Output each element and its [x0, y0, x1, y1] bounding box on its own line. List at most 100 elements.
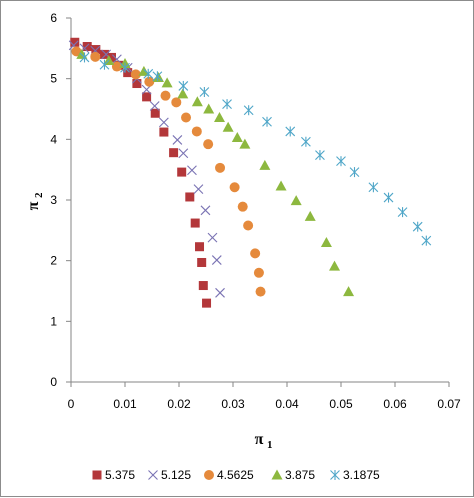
data-point	[243, 105, 254, 116]
data-point	[144, 76, 155, 87]
legend-item: 4.5625	[204, 468, 254, 482]
marker-shape	[203, 139, 214, 150]
data-point	[132, 79, 142, 89]
x-axis-label-sub: 1	[267, 439, 273, 451]
data-point	[202, 298, 212, 308]
data-point	[195, 242, 205, 252]
y-axis-label-sub: 2	[33, 192, 45, 198]
marker-shape	[259, 159, 271, 170]
marker-shape	[142, 92, 152, 102]
x-tick-label: 0	[68, 397, 75, 411]
marker-shape	[202, 298, 212, 308]
data-point	[253, 267, 264, 278]
marker-shape	[253, 267, 264, 278]
data-point	[301, 136, 311, 147]
data-point	[250, 248, 261, 259]
marker-shape	[271, 469, 283, 480]
legend-label: 3.1875	[343, 468, 380, 482]
series-1	[68, 40, 225, 298]
marker-shape	[290, 195, 302, 206]
marker-shape	[243, 220, 254, 231]
data-point	[397, 207, 408, 218]
data-point	[158, 117, 169, 128]
y-tick-label: 0	[50, 375, 57, 389]
data-point	[262, 116, 272, 127]
data-point	[172, 135, 183, 145]
data-point	[255, 286, 266, 297]
data-point	[237, 201, 248, 212]
marker-shape	[68, 40, 79, 51]
marker-shape	[132, 79, 142, 89]
marker-shape	[197, 257, 207, 267]
marker-shape	[211, 255, 222, 265]
y-tick-label: 2	[50, 254, 57, 268]
data-point	[123, 68, 133, 78]
axes: 0 0.01 0.02 0.03 0.04 0.05 0.06 0.07 0 1 2 3 4 5 6	[50, 11, 461, 411]
data-point	[79, 52, 90, 63]
data-point	[177, 88, 189, 99]
marker-shape	[171, 97, 182, 108]
marker-shape	[177, 88, 189, 99]
legend-item: 5.125	[148, 468, 191, 482]
data-point	[160, 90, 171, 101]
marker-shape	[237, 201, 248, 212]
marker-shape	[172, 135, 183, 145]
series-0	[70, 37, 212, 308]
marker-shape	[90, 51, 101, 62]
data-point	[149, 101, 160, 111]
marker-shape	[193, 184, 204, 194]
x-tick-label: 0.03	[221, 397, 245, 411]
data-point	[222, 121, 234, 132]
data-point	[130, 69, 141, 80]
marker-shape	[160, 90, 171, 101]
data-point	[207, 232, 218, 243]
data-point	[290, 195, 302, 206]
data-point	[107, 52, 116, 62]
data-point	[181, 112, 192, 123]
data-point	[178, 148, 189, 159]
legend-item: 3.1875	[330, 468, 380, 482]
y-tick-label: 4	[50, 132, 57, 146]
data-point	[187, 165, 197, 176]
marker-shape	[111, 61, 122, 72]
data-point	[304, 210, 316, 221]
data-point	[199, 87, 210, 98]
x-tick-label: 0.05	[329, 397, 353, 411]
marker-shape	[159, 127, 169, 137]
marker-shape	[70, 37, 80, 47]
legend-item: 5.375	[92, 468, 135, 482]
data-point	[200, 205, 211, 216]
data-point	[152, 71, 163, 82]
marker-shape	[187, 165, 197, 176]
y-axis-title: π 2	[25, 192, 45, 210]
data-point	[191, 96, 203, 107]
data-point	[191, 126, 202, 137]
data-point	[368, 182, 379, 193]
data-point	[275, 180, 287, 191]
marker-shape	[200, 205, 211, 216]
data-point	[214, 111, 225, 122]
marker-shape	[148, 470, 158, 480]
y-tick-label: 5	[50, 72, 57, 86]
data-point	[421, 235, 432, 246]
legend: 5.375 5.125 4.5625 3.875 3.1875	[92, 468, 380, 482]
marker-shape	[343, 286, 355, 297]
data-point	[211, 255, 222, 265]
marker-shape	[275, 180, 287, 191]
marker-shape	[329, 260, 341, 271]
marker-shape	[185, 192, 195, 202]
marker-shape	[190, 218, 200, 228]
marker-shape	[158, 117, 169, 128]
data-point	[143, 68, 154, 79]
marker-shape	[101, 49, 111, 60]
legend-marker	[148, 470, 158, 480]
data-point	[215, 162, 226, 173]
data-point	[336, 156, 346, 167]
y-tick-label: 6	[50, 11, 57, 25]
data-point	[343, 286, 355, 297]
data-point	[99, 59, 110, 70]
legend-marker	[271, 469, 283, 480]
data-point	[349, 167, 360, 178]
marker-shape	[130, 69, 141, 80]
marker-shape	[144, 76, 155, 87]
